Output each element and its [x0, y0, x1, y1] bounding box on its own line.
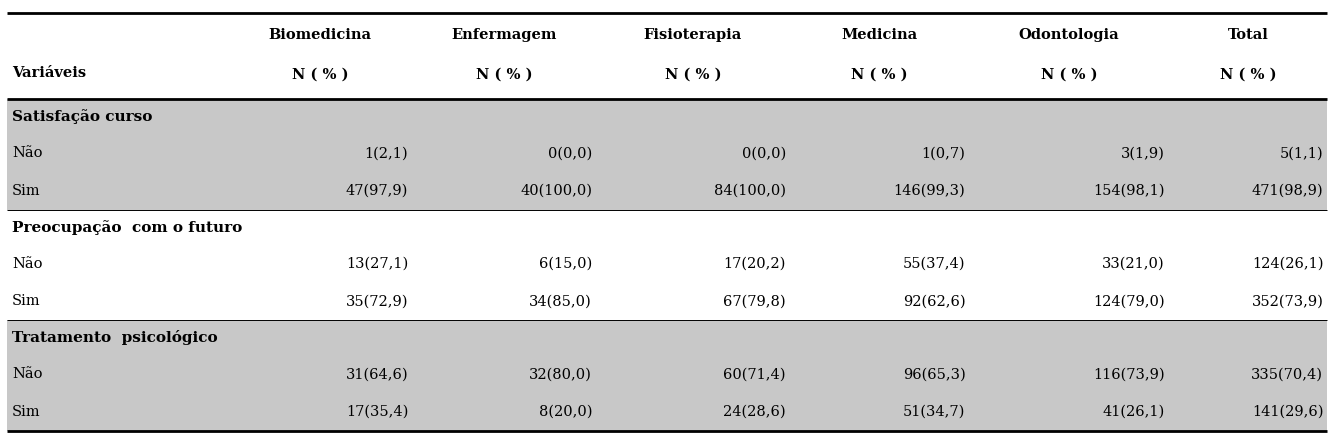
Text: Preocupação  com o futuro: Preocupação com o futuro	[12, 220, 243, 235]
Bar	[7, 13, 1327, 99]
Text: Fisioterapia: Fisioterapia	[644, 28, 742, 42]
Text: 17(35,4): 17(35,4)	[346, 405, 408, 419]
Text: 471(98,9): 471(98,9)	[1251, 184, 1323, 198]
Text: N ( % ): N ( % )	[851, 68, 908, 82]
Text: 3(1,9): 3(1,9)	[1121, 147, 1165, 160]
Text: Biomedicina: Biomedicina	[269, 28, 372, 42]
Text: 1(2,1): 1(2,1)	[364, 147, 408, 160]
Text: Total: Total	[1227, 28, 1269, 42]
Text: 0(0,0): 0(0,0)	[742, 147, 786, 160]
Text: Não: Não	[12, 368, 43, 381]
Bar	[7, 210, 1327, 245]
Bar	[7, 283, 1327, 320]
Text: Medicina: Medicina	[842, 28, 918, 42]
Text: Sim: Sim	[12, 405, 40, 419]
Text: 32(80,0): 32(80,0)	[530, 368, 592, 381]
Text: 24(28,6): 24(28,6)	[723, 405, 786, 419]
Text: 8(20,0): 8(20,0)	[539, 405, 592, 419]
Text: Satisfação curso: Satisfação curso	[12, 109, 152, 124]
Text: 124(79,0): 124(79,0)	[1093, 294, 1165, 309]
Text: 47(97,9): 47(97,9)	[346, 184, 408, 198]
Text: 84(100,0): 84(100,0)	[714, 184, 786, 198]
Text: 31(64,6): 31(64,6)	[346, 368, 408, 381]
Text: 92(62,6): 92(62,6)	[903, 294, 966, 309]
Text: 33(21,0): 33(21,0)	[1102, 257, 1165, 271]
Text: Tratamento  psicológico: Tratamento psicológico	[12, 330, 217, 345]
Text: Enfermagem: Enfermagem	[451, 28, 556, 42]
Text: Não: Não	[12, 147, 43, 160]
Text: 335(70,4): 335(70,4)	[1251, 368, 1323, 381]
Text: N ( % ): N ( % )	[1041, 68, 1098, 82]
Text: 116(73,9): 116(73,9)	[1093, 368, 1165, 381]
Bar	[7, 172, 1327, 210]
Text: 51(34,7): 51(34,7)	[903, 405, 966, 419]
Text: 146(99,3): 146(99,3)	[894, 184, 966, 198]
Text: 34(85,0): 34(85,0)	[530, 294, 592, 309]
Text: 141(29,6): 141(29,6)	[1251, 405, 1323, 419]
Text: 13(27,1): 13(27,1)	[346, 257, 408, 271]
Text: N ( % ): N ( % )	[476, 68, 532, 82]
Text: N ( % ): N ( % )	[292, 68, 348, 82]
Bar	[7, 356, 1327, 393]
Text: 6(15,0): 6(15,0)	[539, 257, 592, 271]
Text: 1(0,7): 1(0,7)	[922, 147, 966, 160]
Bar	[7, 320, 1327, 356]
Text: Não: Não	[12, 257, 43, 271]
Text: 17(20,2): 17(20,2)	[723, 257, 786, 271]
Text: Sim: Sim	[12, 294, 40, 309]
Text: 154(98,1): 154(98,1)	[1094, 184, 1165, 198]
Text: 55(37,4): 55(37,4)	[903, 257, 966, 271]
Bar	[7, 135, 1327, 172]
Bar	[7, 99, 1327, 135]
Text: 124(26,1): 124(26,1)	[1251, 257, 1323, 271]
Text: 352(73,9): 352(73,9)	[1251, 294, 1323, 309]
Bar	[7, 393, 1327, 431]
Bar	[7, 245, 1327, 283]
Text: N ( % ): N ( % )	[1219, 68, 1277, 82]
Text: 67(79,8): 67(79,8)	[723, 294, 786, 309]
Text: 5(1,1): 5(1,1)	[1279, 147, 1323, 160]
Text: 40(100,0): 40(100,0)	[520, 184, 592, 198]
Text: 60(71,4): 60(71,4)	[723, 368, 786, 381]
Text: Variáveis: Variáveis	[12, 66, 87, 80]
Text: Sim: Sim	[12, 184, 40, 198]
Text: 96(65,3): 96(65,3)	[903, 368, 966, 381]
Text: N ( % ): N ( % )	[664, 68, 722, 82]
Text: Odontologia: Odontologia	[1019, 28, 1119, 42]
Text: 35(72,9): 35(72,9)	[346, 294, 408, 309]
Text: 41(26,1): 41(26,1)	[1102, 405, 1165, 419]
Text: 0(0,0): 0(0,0)	[548, 147, 592, 160]
